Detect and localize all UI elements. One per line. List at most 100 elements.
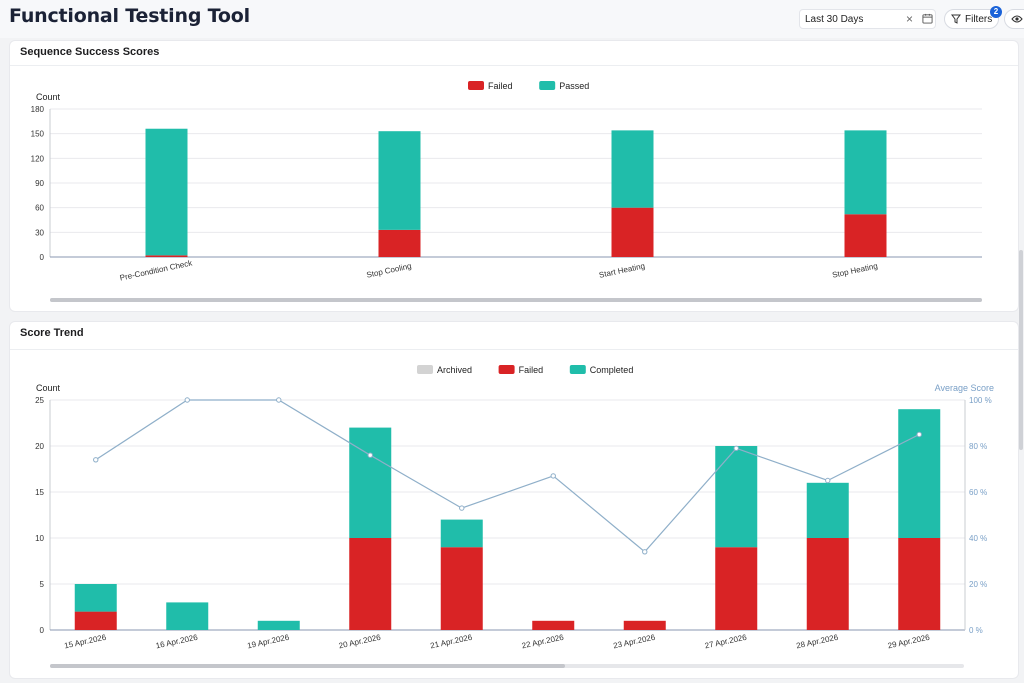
bar-failed (440, 547, 483, 630)
divider (10, 65, 1018, 66)
y-tick-label: 20 (35, 442, 44, 451)
chart-scrollbar[interactable] (50, 664, 964, 668)
y-tick-label: 60 (35, 204, 44, 213)
legend-label-failed: Failed (488, 81, 513, 91)
y2-tick-label: 100 % (969, 396, 992, 405)
x-tick-label: 23 Apr.2026 (612, 633, 656, 651)
bar-failed (611, 207, 654, 257)
divider (10, 349, 1018, 350)
y2-tick-label: 40 % (969, 534, 987, 543)
y-tick-label: 25 (35, 396, 44, 405)
bar-passed (378, 131, 421, 230)
eye-icon (1011, 15, 1023, 23)
x-tick-label: 27 Apr.2026 (704, 633, 748, 651)
y-tick-label: 5 (40, 580, 45, 589)
x-tick-label: Pre-Condition Check (119, 258, 194, 282)
y-tick-label: 180 (31, 105, 45, 114)
y-tick-label: 15 (35, 488, 44, 497)
date-range-value: Last 30 Days (805, 14, 864, 25)
legend-swatch-completed (569, 365, 586, 374)
legend-label-archived: Archived (437, 365, 472, 375)
x-tick-label: 15 Apr.2026 (63, 633, 107, 651)
legend-swatch-archived (417, 365, 433, 374)
page-scrollbar[interactable] (1019, 250, 1023, 450)
x-tick-label: Start Heating (598, 261, 646, 280)
top-bar: Functional Testing Tool Last 30 Days × F… (0, 0, 1024, 38)
average-score-point (733, 445, 739, 452)
x-tick-label: 21 Apr.2026 (429, 633, 473, 651)
y-tick-label: 0 (40, 253, 45, 262)
filter-icon (951, 14, 961, 24)
bar-failed (74, 611, 117, 630)
bar-completed (74, 584, 117, 612)
scrollbar-thumb[interactable] (50, 298, 982, 302)
bar-failed (715, 547, 758, 630)
y-tick-label: 120 (31, 154, 45, 163)
y2-tick-label: 60 % (969, 488, 987, 497)
x-tick-label: 29 Apr.2026 (887, 633, 931, 651)
y-tick-label: 0 (40, 626, 45, 635)
y-tick-label: 10 (35, 534, 44, 543)
y-tick-label: 30 (35, 228, 44, 237)
average-score-point (459, 505, 465, 511)
legend-label-failed: Failed (519, 365, 544, 375)
filters-label: Filters (965, 14, 993, 25)
average-score-point (93, 457, 99, 463)
bar-completed (440, 519, 483, 548)
x-tick-label: 22 Apr.2026 (521, 633, 565, 651)
average-score-point (916, 431, 922, 438)
legend-swatch-failed (468, 81, 484, 90)
y2-tick-label: 20 % (969, 580, 987, 589)
scrollbar-thumb[interactable] (50, 664, 565, 668)
sequence-success-card: Sequence Success Scores 0 30 60 90 120 150 180… (9, 40, 1019, 312)
bar-failed (623, 620, 666, 630)
bar-failed (806, 538, 849, 630)
clear-icon[interactable]: × (906, 12, 914, 26)
calendar-icon[interactable] (922, 13, 933, 24)
x-tick-label: Stop Heating (831, 261, 878, 279)
legend-label-completed: Completed (590, 365, 634, 375)
bar-failed (349, 538, 392, 630)
bar-passed (611, 130, 654, 208)
bar-failed (532, 620, 575, 630)
y2-tick-label: 80 % (969, 442, 987, 451)
x-tick-label: 20 Apr.2026 (338, 633, 382, 651)
bar-passed (844, 130, 887, 215)
card-title: Score Trend (20, 327, 84, 339)
bar-failed (378, 229, 421, 257)
page-title: Functional Testing Tool (9, 5, 250, 27)
bar-completed (166, 602, 209, 630)
x-tick-label: 28 Apr.2026 (795, 633, 839, 651)
average-score-point (367, 452, 373, 458)
chart-scrollbar[interactable] (50, 298, 982, 302)
date-range-select[interactable]: Last 30 Days × (799, 9, 936, 29)
filters-button[interactable]: Filters (944, 9, 999, 29)
y2-tick-label: 0 % (969, 626, 983, 635)
average-score-line (95, 399, 920, 553)
x-tick-label: 16 Apr.2026 (155, 633, 199, 651)
legend-swatch-failed (498, 365, 515, 374)
bar-completed (349, 427, 392, 538)
y-axis-label: Count (36, 383, 61, 393)
x-tick-label: Stop Cooling (366, 261, 413, 279)
bar-completed (257, 620, 300, 630)
score-trend-card: Score Trend 0 5 10 15 20 25 Count 15 Apr.2026 16… (9, 321, 1019, 679)
legend-label-passed: Passed (559, 81, 589, 91)
filters-count-badge: 2 (990, 6, 1002, 18)
legend-swatch-passed (539, 81, 556, 90)
average-score-point (184, 397, 190, 403)
sequence-success-chart: 0 30 60 90 120 150 180 Count Pre-Condition Check… (31, 81, 982, 283)
bar-completed (715, 446, 758, 548)
y-axis-label: Count (36, 92, 61, 102)
average-score-point (276, 397, 282, 403)
bar-passed (145, 128, 188, 256)
bar-failed (145, 255, 188, 257)
view-button[interactable] (1004, 9, 1024, 29)
average-score-point (550, 473, 556, 479)
bar-completed (806, 482, 849, 538)
average-score-point (825, 477, 831, 484)
x-tick-label: 19 Apr.2026 (246, 633, 290, 651)
bar-failed (844, 214, 887, 257)
average-score-point (642, 549, 648, 555)
bar-failed (898, 538, 941, 630)
